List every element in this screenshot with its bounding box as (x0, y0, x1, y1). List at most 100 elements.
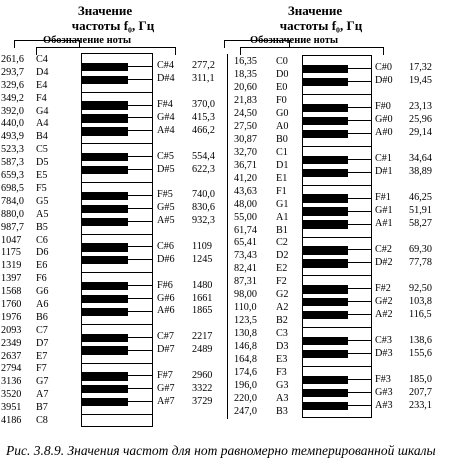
black-key-note: D#1 (375, 166, 393, 178)
black-key (303, 207, 348, 216)
black-key-frequency: 622,3 (192, 163, 215, 175)
white-key-note: G0 (276, 107, 289, 119)
white-key-note: D0 (276, 68, 289, 80)
white-key-frequency: 87,31 (234, 276, 257, 288)
white-key-divider (303, 184, 371, 186)
black-key (303, 311, 348, 320)
black-key (82, 204, 129, 213)
black-key (82, 243, 129, 252)
white-key-divider (82, 362, 152, 364)
black-key (303, 194, 348, 203)
white-key-note: F5 (36, 182, 47, 194)
black-key-note: F#5 (157, 189, 173, 201)
white-key-frequency: 27,50 (234, 120, 257, 132)
black-key (82, 398, 129, 407)
white-key-note: D6 (36, 247, 49, 259)
white-key-note: E0 (276, 81, 288, 93)
black-key-note: C#7 (157, 331, 174, 343)
black-key-frequency: 58,27 (409, 218, 432, 230)
white-key-frequency: 82,41 (234, 263, 257, 275)
black-key-note: C#4 (157, 60, 174, 72)
white-key-frequency: 20,60 (234, 81, 257, 93)
white-key-note: C6 (36, 234, 48, 246)
black-key-frequency: 69,30 (409, 243, 432, 255)
black-key-note: G#7 (157, 382, 175, 394)
white-key-note: A1 (276, 211, 289, 223)
black-key-note: G#6 (157, 292, 175, 304)
black-key-frequency: 932,3 (192, 215, 215, 227)
white-key-note: D7 (36, 337, 49, 349)
black-key-frequency: 207,7 (409, 386, 432, 398)
black-key (82, 256, 129, 265)
black-key-frequency: 466,2 (192, 124, 215, 136)
white-key-frequency: 174,6 (234, 367, 257, 379)
black-key-frequency: 17,32 (409, 62, 432, 74)
black-key (82, 127, 129, 136)
white-key-frequency: 41,20 (234, 172, 257, 184)
white-key-divider (82, 414, 152, 416)
black-key-note: C#3 (375, 334, 392, 346)
black-key-note: A#0 (375, 127, 393, 139)
white-key-frequency: 493,9 (1, 131, 24, 143)
white-key-note: B4 (36, 131, 48, 143)
black-key-frequency: 29,14 (409, 127, 432, 139)
black-key-note: D#7 (157, 344, 175, 356)
black-key (82, 217, 129, 226)
white-key-note: E2 (276, 263, 288, 275)
black-key (303, 155, 348, 164)
white-key-frequency: 3951 (1, 402, 22, 414)
black-key-note: F#2 (375, 282, 391, 294)
white-key-frequency: 98,00 (234, 289, 257, 301)
white-key-frequency: 36,71 (234, 159, 257, 171)
black-key (82, 62, 129, 72)
left-title-line1: Значение (77, 3, 133, 18)
left-title-line2: частоты f₀, Гц (71, 18, 155, 33)
white-key-note: C7 (36, 324, 48, 336)
white-key-note: F1 (276, 185, 287, 197)
black-key (82, 372, 129, 381)
white-key-frequency: 1319 (1, 260, 22, 272)
white-key-frequency: 21,83 (234, 94, 257, 106)
panel-separator (227, 54, 228, 419)
black-key (82, 346, 129, 355)
black-key (303, 220, 348, 229)
white-key-divider (303, 366, 371, 368)
white-key-frequency: 32,70 (234, 146, 257, 158)
white-key-divider (82, 143, 152, 145)
white-key-note: E1 (276, 172, 288, 184)
black-key-note: C#6 (157, 240, 174, 252)
black-key-note: A#4 (157, 124, 175, 136)
white-key-note: F4 (36, 92, 47, 104)
black-key (303, 375, 348, 385)
black-key (303, 168, 348, 177)
white-key-note: B0 (276, 133, 288, 145)
white-key-frequency: 2093 (1, 324, 22, 336)
white-key-note: D3 (276, 341, 289, 353)
white-key-frequency: 130,8 (234, 328, 257, 340)
white-key-frequency: 2794 (1, 363, 22, 375)
black-key-frequency: 233,1 (409, 399, 432, 411)
white-key-frequency: 2637 (1, 350, 22, 362)
white-key-note: G6 (36, 286, 49, 298)
white-key-frequency: 30,87 (234, 133, 257, 145)
white-key-frequency: 110,0 (234, 302, 257, 314)
black-key (303, 246, 348, 255)
black-key-note: A#1 (375, 218, 393, 230)
black-key-note: A#3 (375, 399, 393, 411)
white-key-note: C0 (276, 55, 288, 67)
black-key-note: D#3 (375, 347, 393, 359)
black-key-frequency: 277,2 (192, 60, 215, 72)
white-key-note: G7 (36, 376, 49, 388)
white-key-note: B6 (36, 311, 48, 323)
black-key-frequency: 3729 (192, 395, 213, 407)
white-key-frequency: 261,6 (1, 53, 24, 65)
white-key-frequency: 220,0 (234, 393, 257, 405)
white-key-divider (82, 91, 152, 93)
white-key-note: G4 (36, 105, 49, 117)
white-key-frequency: 440,0 (1, 118, 24, 130)
black-key (82, 75, 129, 84)
black-key-note: G#0 (375, 114, 393, 126)
white-key-note: A7 (36, 389, 49, 401)
white-key-note: F3 (276, 367, 287, 379)
black-key-frequency: 740,0 (192, 189, 215, 201)
